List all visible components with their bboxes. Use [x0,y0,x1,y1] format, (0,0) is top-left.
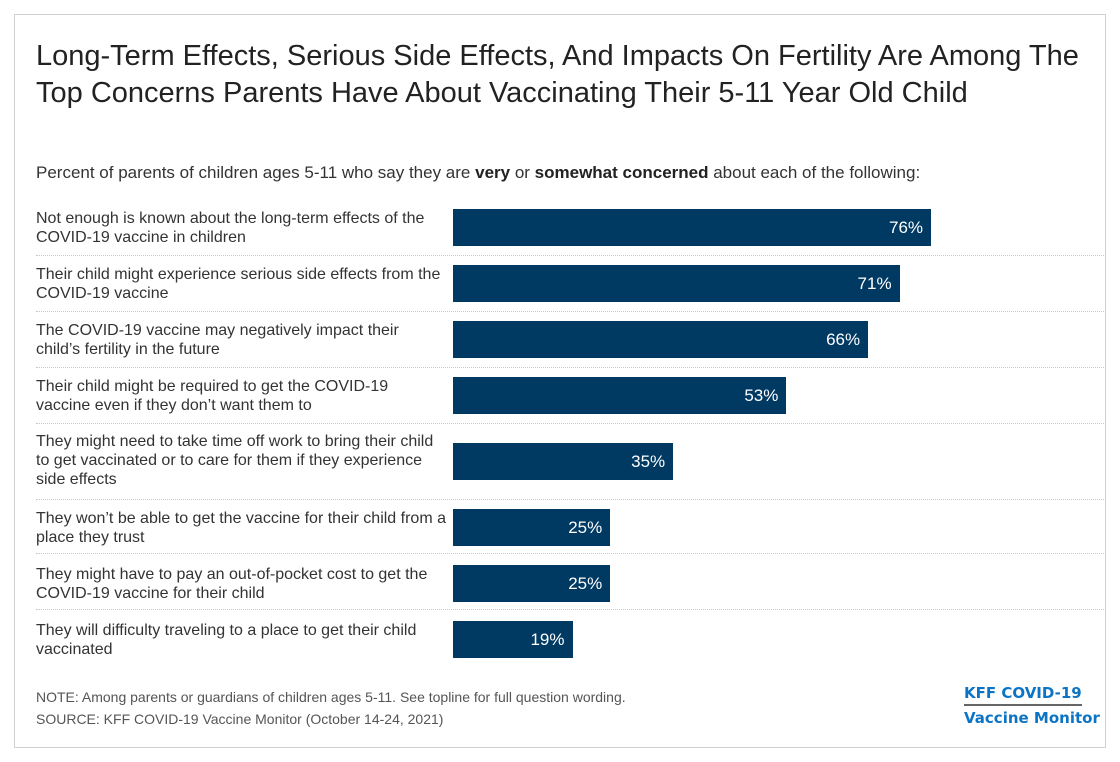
category-label: Their child might experience serious sid… [36,266,441,302]
row-divider [36,367,1106,368]
data-label: 71% [857,274,892,293]
data-label: 25% [568,518,603,537]
bar: 66% [453,321,869,358]
category-label: Not enough is known about the long-term … [36,210,425,246]
row-divider [36,255,1106,256]
logo-line2: Vaccine Monitor [964,709,1100,727]
chart-frame [14,14,1106,748]
row-divider [36,423,1106,424]
bar: 35% [453,443,674,480]
data-label: 19% [530,630,565,649]
data-label: 35% [631,452,666,471]
category-label: They won’t be able to get the vaccine fo… [36,510,446,546]
subtitle-bold-very: very [475,163,511,182]
bar: 76% [453,209,932,246]
kff-logo: KFF COVID-19 Vaccine Monitor [964,684,1100,727]
data-label: 25% [568,574,603,593]
category-label: They will difficulty traveling to a plac… [36,622,417,658]
bar: 25% [453,565,611,602]
bar: 19% [453,621,573,658]
category-label: They might need to take time off work to… [36,433,434,488]
subtitle-bold-somewhat: somewhat concerned [534,163,709,182]
category-label: The COVID-19 vaccine may negatively impa… [36,322,399,358]
data-label: 76% [889,218,924,237]
data-label: 66% [826,330,861,349]
category-label: Their child might be required to get the… [36,378,389,414]
bar: 53% [453,377,787,414]
row-divider [36,609,1106,610]
logo-line1: KFF COVID-19 [964,684,1082,706]
subtitle-text: or [510,163,535,182]
chart-source: SOURCE: KFF COVID-19 Vaccine Monitor (Oc… [36,711,444,727]
row-divider [36,553,1106,554]
chart-title: Long-Term Effects, Serious Side Effects,… [36,40,1079,109]
chart-note: NOTE: Among parents or guardians of chil… [36,689,626,705]
data-label: 53% [744,386,779,405]
bar: 71% [453,265,900,302]
row-divider [36,311,1106,312]
chart-subtitle: Percent of parents of children ages 5-11… [36,163,920,183]
bar: 25% [453,509,611,546]
category-label: They might have to pay an out-of-pocket … [36,566,428,602]
row-divider [36,499,1106,500]
subtitle-text: Percent of parents of children ages 5-11… [36,163,476,182]
subtitle-text: about each of the following: [708,163,921,182]
